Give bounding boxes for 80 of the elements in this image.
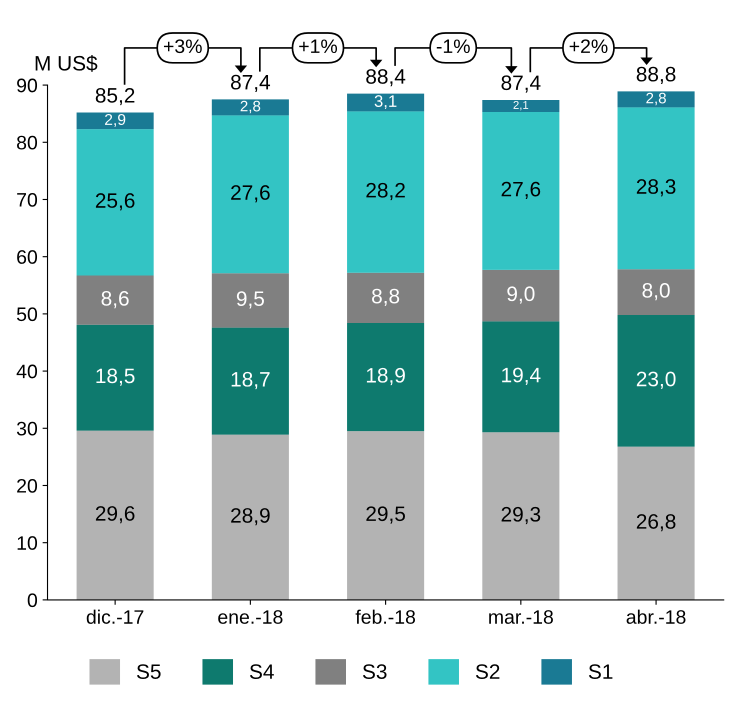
text: -1% bbox=[436, 39, 470, 54]
data-label: 9,5 bbox=[236, 291, 264, 308]
total-label: 88,4 bbox=[366, 69, 406, 86]
data-label: 8,8 bbox=[372, 288, 400, 306]
data-label: 2,8 bbox=[646, 92, 666, 106]
data-label: 28,3 bbox=[636, 179, 676, 196]
y-tick-label: 50 bbox=[16, 307, 38, 322]
data-label: 28,2 bbox=[366, 182, 405, 200]
legend-label: S2 bbox=[476, 664, 500, 679]
legend-label: S5 bbox=[136, 664, 161, 679]
total-label: 87,4 bbox=[231, 74, 270, 92]
data-label: 18,5 bbox=[96, 368, 135, 386]
x-tick-label: abr.-18 bbox=[626, 610, 686, 624]
data-label: 27,6 bbox=[502, 182, 540, 199]
bar bbox=[618, 315, 695, 447]
bar bbox=[618, 269, 695, 316]
bar bbox=[482, 432, 560, 600]
data-label: 29,3 bbox=[502, 506, 540, 524]
data-label: 23,0 bbox=[636, 372, 676, 389]
data-label: 8,6 bbox=[102, 290, 129, 308]
data-label: 29,6 bbox=[96, 506, 134, 524]
bar bbox=[618, 107, 695, 270]
y-tick-label: 10 bbox=[18, 536, 38, 550]
legend-label: S4 bbox=[250, 664, 274, 679]
data-label: 28,9 bbox=[231, 508, 270, 526]
data-label: 8,0 bbox=[642, 282, 670, 300]
data-label: 2,9 bbox=[105, 114, 126, 127]
y-tick-label: 30 bbox=[16, 422, 38, 436]
bar bbox=[76, 276, 154, 325]
y-axis-title: M US$ bbox=[36, 55, 98, 72]
bar bbox=[347, 323, 424, 432]
bar bbox=[76, 324, 154, 431]
bar bbox=[212, 115, 289, 274]
bar bbox=[347, 272, 424, 324]
data-label: 19,4 bbox=[502, 368, 541, 385]
data-label: 9,0 bbox=[507, 286, 535, 304]
bar bbox=[482, 270, 560, 322]
bar bbox=[482, 100, 560, 112]
total-label: 87,4 bbox=[501, 75, 541, 93]
legend-label: S1 bbox=[588, 664, 612, 679]
y-tick-label: 90 bbox=[17, 78, 38, 92]
bar bbox=[482, 321, 560, 432]
x-tick-label: ene.-18 bbox=[218, 610, 282, 624]
y-tick-label: 20 bbox=[17, 478, 38, 493]
data-label: 2,1 bbox=[514, 100, 528, 110]
data-label: 18,7 bbox=[232, 372, 270, 390]
data-label: 29,5 bbox=[366, 506, 406, 524]
bar bbox=[618, 91, 695, 108]
bar bbox=[618, 446, 695, 600]
data-label: 2,8 bbox=[240, 100, 260, 114]
total-label: 85,2 bbox=[96, 88, 134, 106]
y-tick-label: 70 bbox=[17, 192, 38, 207]
data-label: 27,6 bbox=[231, 185, 270, 202]
text: +3% bbox=[164, 39, 202, 54]
bar bbox=[76, 430, 154, 600]
x-tick-label: dic.-17 bbox=[86, 610, 144, 624]
x-tick-label: mar.-18 bbox=[489, 610, 553, 624]
bar bbox=[212, 99, 289, 116]
x-tick-label: feb.-18 bbox=[356, 610, 416, 624]
bar bbox=[212, 328, 289, 435]
data-label: 26,8 bbox=[636, 514, 676, 532]
data-label: 25,6 bbox=[96, 193, 134, 210]
bar bbox=[212, 434, 289, 600]
y-tick-label: 60 bbox=[17, 250, 38, 264]
data-label: 3,1 bbox=[374, 95, 396, 110]
bar bbox=[347, 111, 424, 273]
bar bbox=[76, 129, 154, 276]
bar bbox=[347, 94, 424, 112]
bar bbox=[482, 112, 560, 270]
text: +2% bbox=[570, 39, 608, 54]
bar bbox=[76, 112, 154, 130]
total-label: 88,8 bbox=[636, 66, 676, 84]
y-tick-label: 80 bbox=[17, 136, 38, 150]
y-tick-label: 0 bbox=[28, 593, 38, 608]
bar bbox=[212, 273, 289, 328]
y-tick-label: 40 bbox=[16, 364, 38, 378]
data-label: 18,9 bbox=[366, 368, 405, 386]
bar bbox=[347, 431, 424, 600]
text: +1% bbox=[299, 39, 338, 54]
legend-label: S3 bbox=[362, 664, 387, 679]
